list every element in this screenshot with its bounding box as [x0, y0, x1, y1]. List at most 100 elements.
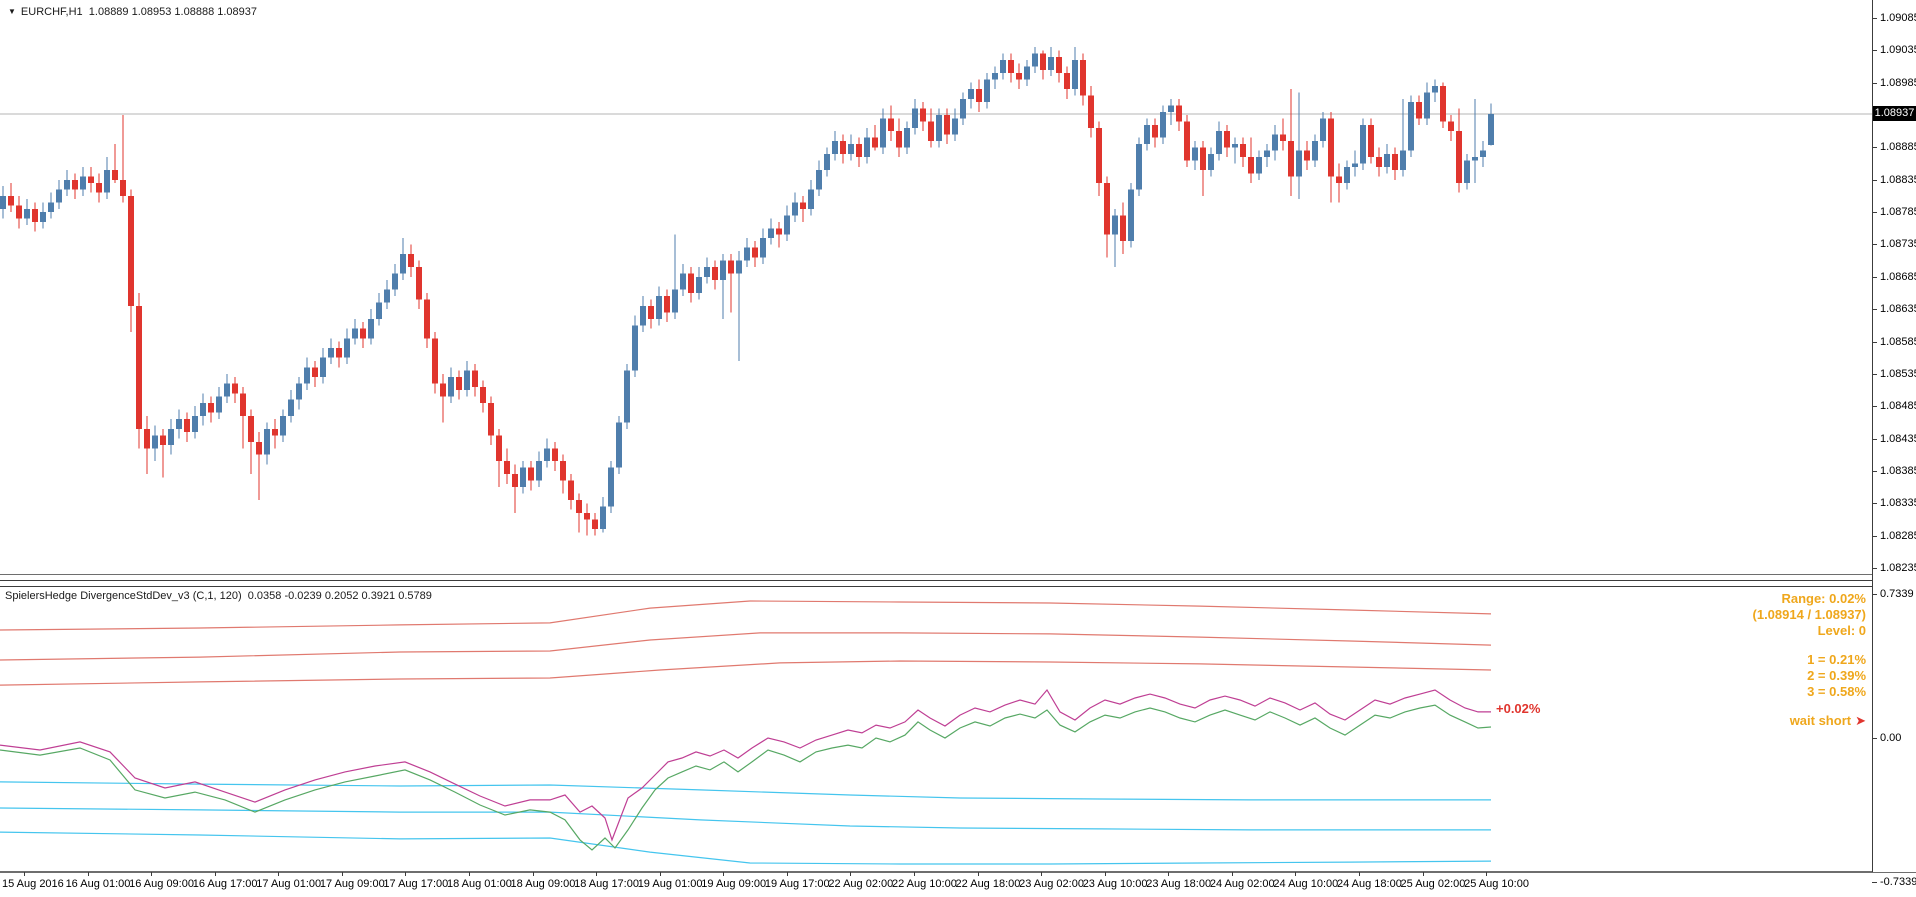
candlestick-chart[interactable] — [0, 0, 1872, 574]
candle — [464, 360, 470, 397]
candle — [760, 228, 766, 264]
candle — [944, 108, 950, 145]
candle — [840, 134, 846, 164]
time-tick — [1168, 872, 1170, 876]
candle — [56, 179, 62, 209]
time-tick-label: 19 Aug 09:00 — [701, 878, 767, 890]
candle — [504, 448, 510, 484]
price-tick — [1872, 535, 1877, 537]
candle — [440, 373, 446, 423]
signal-text: wait short — [1789, 713, 1852, 728]
price-axis[interactable]: 1.090851.090351.089851.089351.088851.088… — [1872, 0, 1916, 897]
time-tick — [214, 872, 216, 876]
time-tick-label: 16 Aug 17:00 — [192, 878, 258, 890]
price-tick — [1872, 147, 1877, 149]
candle — [640, 296, 646, 332]
indicator-chart[interactable] — [0, 586, 1872, 871]
time-axis[interactable]: 15 Aug 2016 16 Aug 01:00 16 Aug 09:00 16 Au… — [0, 872, 1916, 897]
time-tick-label: 17 Aug 17:00 — [383, 878, 449, 890]
candle — [96, 173, 102, 203]
price-tick-label: 1.08335 — [1880, 497, 1916, 510]
candle — [232, 377, 238, 403]
candle — [1200, 140, 1206, 196]
candle — [1280, 118, 1286, 151]
time-tick — [405, 872, 407, 876]
time-tick-label: 16 Aug 01:00 — [65, 878, 131, 890]
price-tick-label: 1.08585 — [1880, 335, 1916, 348]
candle — [160, 428, 166, 478]
price-tick-label: 1.08985 — [1880, 76, 1916, 89]
indicator-tick-label: 0.00 — [1880, 732, 1902, 744]
candle — [1096, 121, 1102, 196]
candle — [1264, 144, 1270, 167]
candle — [696, 267, 702, 300]
price-tick-label: 1.08685 — [1880, 270, 1916, 283]
indicator-line-upper-band-2 — [0, 632, 1492, 661]
candle — [24, 199, 30, 226]
time-tick-label: 23 Aug 18:00 — [1146, 878, 1212, 890]
level1-line: 1 = 0.21% — [1807, 652, 1866, 667]
candle — [672, 234, 678, 319]
candle — [1048, 47, 1054, 77]
pane-splitter[interactable] — [0, 580, 1872, 587]
time-tick — [723, 872, 725, 876]
candle — [376, 292, 382, 326]
indicator-pane[interactable] — [0, 586, 1872, 872]
price-tick — [1872, 50, 1877, 52]
candle — [1368, 118, 1374, 164]
candle — [1448, 115, 1454, 141]
candle — [624, 364, 630, 429]
candle — [224, 373, 230, 403]
quote-line: (1.08914 / 1.08937) — [1752, 607, 1866, 622]
candle — [264, 422, 270, 465]
candle — [1040, 50, 1046, 80]
candle — [1144, 118, 1150, 151]
candle — [16, 195, 22, 229]
price-tick — [1872, 244, 1877, 246]
candle — [568, 474, 574, 510]
symbol-dropdown-icon[interactable]: ▼ — [8, 7, 16, 16]
candle — [608, 461, 614, 513]
candle — [536, 451, 542, 488]
candle — [544, 438, 550, 468]
candle — [592, 512, 598, 536]
candle — [720, 254, 726, 319]
candle — [488, 396, 494, 446]
candle — [1376, 147, 1382, 177]
time-tick-label: 25 Aug 10:00 — [1464, 878, 1529, 890]
candle — [1176, 98, 1182, 132]
price-tick-label: 1.08735 — [1880, 238, 1916, 251]
main-chart-pane[interactable] — [0, 0, 1872, 575]
candle — [680, 263, 686, 297]
candle — [768, 218, 774, 245]
candle — [728, 254, 734, 313]
candle — [1320, 111, 1326, 148]
time-tick-label: 22 Aug 10:00 — [891, 878, 957, 890]
candle — [1272, 124, 1278, 161]
candle — [208, 396, 214, 423]
candle — [32, 202, 38, 232]
candle — [1472, 98, 1478, 183]
time-tick — [596, 872, 598, 876]
candle — [256, 432, 262, 501]
candle — [872, 124, 878, 151]
candle — [272, 419, 278, 449]
candle — [304, 357, 310, 391]
price-tick-label: 1.08235 — [1880, 562, 1916, 574]
candle — [416, 260, 422, 310]
candle — [1488, 103, 1494, 146]
candle — [192, 406, 198, 439]
indicator-tick-label: 0.7339 — [1880, 588, 1914, 601]
price-tick-label: 1.08535 — [1880, 367, 1916, 380]
candle — [648, 299, 654, 329]
indicator-tick-label: -0.7339 — [1880, 875, 1916, 888]
time-tick — [659, 872, 661, 876]
candle — [1056, 50, 1062, 83]
candle — [328, 338, 334, 365]
candle — [1432, 79, 1438, 103]
time-tick — [1041, 872, 1043, 876]
time-tick-label: 24 Aug 02:00 — [1209, 878, 1275, 890]
candle — [1256, 150, 1262, 180]
candle — [512, 464, 518, 513]
